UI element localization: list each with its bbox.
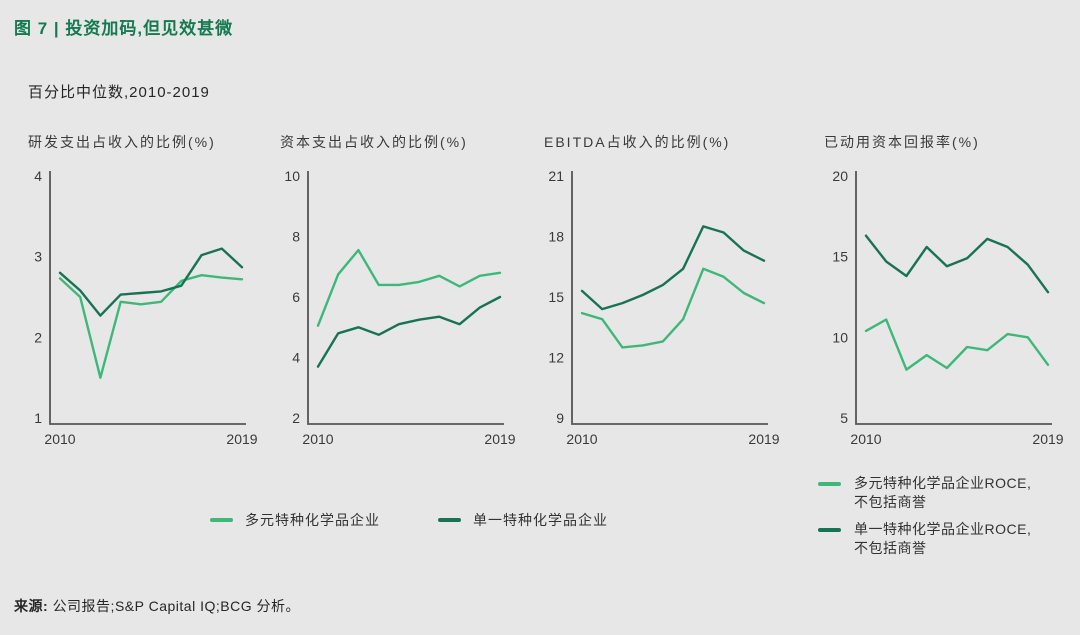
legend-item-diversified: 多元特种化学品企业	[210, 510, 380, 530]
legend-label-focused-roce: 单一特种化学品企业ROCE, 不包括商誉	[854, 520, 1031, 558]
y-tick-label: 3	[34, 249, 42, 265]
ebitda-line-chart: 9 12 15 18 21 2010 2019	[548, 168, 779, 447]
legend-label-line2: 不包括商誉	[854, 540, 927, 556]
x-tick-label: 2010	[44, 431, 75, 447]
page-title: 图 7 | 投资加码,但见效甚微	[14, 19, 234, 38]
chart-title-rd: 研发支出占收入的比例(%)	[28, 134, 216, 150]
legend-item-diversified-roce: 多元特种化学品企业ROCE, 不包括商誉	[818, 474, 1074, 512]
legend-label-line1: 单一特种化学品企业ROCE,	[854, 521, 1032, 537]
x-tick-label: 2010	[850, 431, 881, 447]
legend-roce: 多元特种化学品企业ROCE, 不包括商誉 单一特种化学品企业ROCE, 不包括商…	[818, 448, 1080, 566]
series-line-focused	[58, 247, 244, 317]
source-note: 来源: 公司报告;S&P Capital IQ;BCG 分析。	[14, 596, 1080, 616]
capex-line-chart: 2 4 6 8 10 2010 2019	[284, 168, 515, 447]
diversified-roce-swatch	[818, 482, 841, 486]
y-tick-label: 12	[548, 350, 564, 366]
y-tick-label: 15	[832, 249, 848, 265]
legends-row: 多元特种化学品企业 单一特种化学品企业 多元特种化学品企业ROCE, 不包括商誉…	[0, 448, 1080, 566]
y-tick-label: 21	[548, 168, 564, 184]
series-line-diversified	[58, 273, 244, 379]
y-tick-label: 15	[548, 289, 564, 305]
source-text: 公司报告;S&P Capital IQ;BCG 分析。	[52, 598, 300, 614]
legend-bottom: 多元特种化学品企业 单一特种化学品企业	[0, 448, 818, 530]
legend-label-diversified-roce: 多元特种化学品企业ROCE, 不包括商誉	[854, 474, 1031, 512]
y-tick-label: 8	[292, 229, 300, 245]
series-line-focused	[580, 225, 766, 311]
chart-title-ebitda: EBITDA占收入的比例(%)	[544, 134, 731, 150]
series-line-diversified	[864, 318, 1050, 371]
axes	[49, 171, 246, 425]
x-tick-label: 2019	[748, 431, 779, 447]
y-tick-label: 18	[548, 229, 564, 245]
roce-line-chart: 5 10 15 20 2010 2019	[832, 168, 1063, 447]
y-tick-label: 2	[34, 329, 42, 345]
chart-title-roce: 已动用资本回报率(%)	[824, 134, 980, 150]
chart-title-capex: 资本支出占收入的比例(%)	[280, 134, 468, 150]
x-tick-label: 2019	[226, 431, 257, 447]
figure-subtitle: 百分比中位数,2010-2019	[28, 84, 210, 101]
series-line-focused	[316, 295, 502, 368]
rd-line-chart: 1 2 3 4 2010 2019	[34, 168, 258, 447]
axes	[855, 171, 1052, 425]
y-tick-label: 4	[292, 350, 300, 366]
y-tick-label: 10	[284, 168, 300, 184]
y-tick-label: 1	[34, 410, 42, 426]
focused-line-swatch	[438, 518, 461, 522]
series-line-focused	[864, 234, 1050, 294]
chart-panel-rd: 研发支出占收入的比例(%) 1 2 3 4 2010 2019	[28, 132, 272, 448]
chart-panel-ebitda: EBITDA占收入的比例(%) 9 12 15 18 21 2010 2019	[544, 132, 816, 448]
chart-panel-capex: 资本支出占收入的比例(%) 2 4 6 8 10 2010 2019	[280, 132, 536, 448]
x-tick-label: 2019	[484, 431, 515, 447]
chart-panel-roce: 已动用资本回报率(%) 5 10 15 20 2010 2019	[824, 132, 1076, 448]
focused-roce-swatch	[818, 528, 841, 532]
y-tick-label: 6	[292, 289, 300, 305]
y-tick-label: 10	[832, 329, 848, 345]
legend-label-line2: 不包括商誉	[854, 494, 927, 510]
legend-label-diversified: 多元特种化学品企业	[245, 512, 380, 528]
y-tick-label: 20	[832, 168, 848, 184]
y-tick-label: 5	[840, 410, 848, 426]
legend-item-focused-roce: 单一特种化学品企业ROCE, 不包括商誉	[818, 520, 1074, 558]
legend-label-line1: 多元特种化学品企业ROCE,	[854, 475, 1032, 491]
y-tick-label: 2	[292, 410, 300, 426]
axes	[571, 171, 768, 425]
x-tick-label: 2019	[1032, 431, 1063, 447]
x-tick-label: 2010	[302, 431, 333, 447]
y-tick-label: 4	[34, 168, 42, 184]
y-tick-label: 9	[556, 410, 564, 426]
source-label: 来源:	[14, 598, 49, 614]
charts-row: 研发支出占收入的比例(%) 1 2 3 4 2010 2019 资本支出占收入的比例(%)…	[0, 132, 1080, 448]
legend-label-focused: 单一特种化学品企业	[473, 512, 608, 528]
diversified-line-swatch	[210, 518, 233, 522]
series-line-diversified	[316, 248, 502, 327]
figure-page: 图 7 | 投资加码,但见效甚微 百分比中位数,2010-2019 研发支出占收…	[0, 14, 1080, 635]
series-line-diversified	[580, 267, 766, 349]
x-tick-label: 2010	[566, 431, 597, 447]
legend-item-focused: 单一特种化学品企业	[438, 510, 608, 530]
axes	[307, 171, 504, 425]
